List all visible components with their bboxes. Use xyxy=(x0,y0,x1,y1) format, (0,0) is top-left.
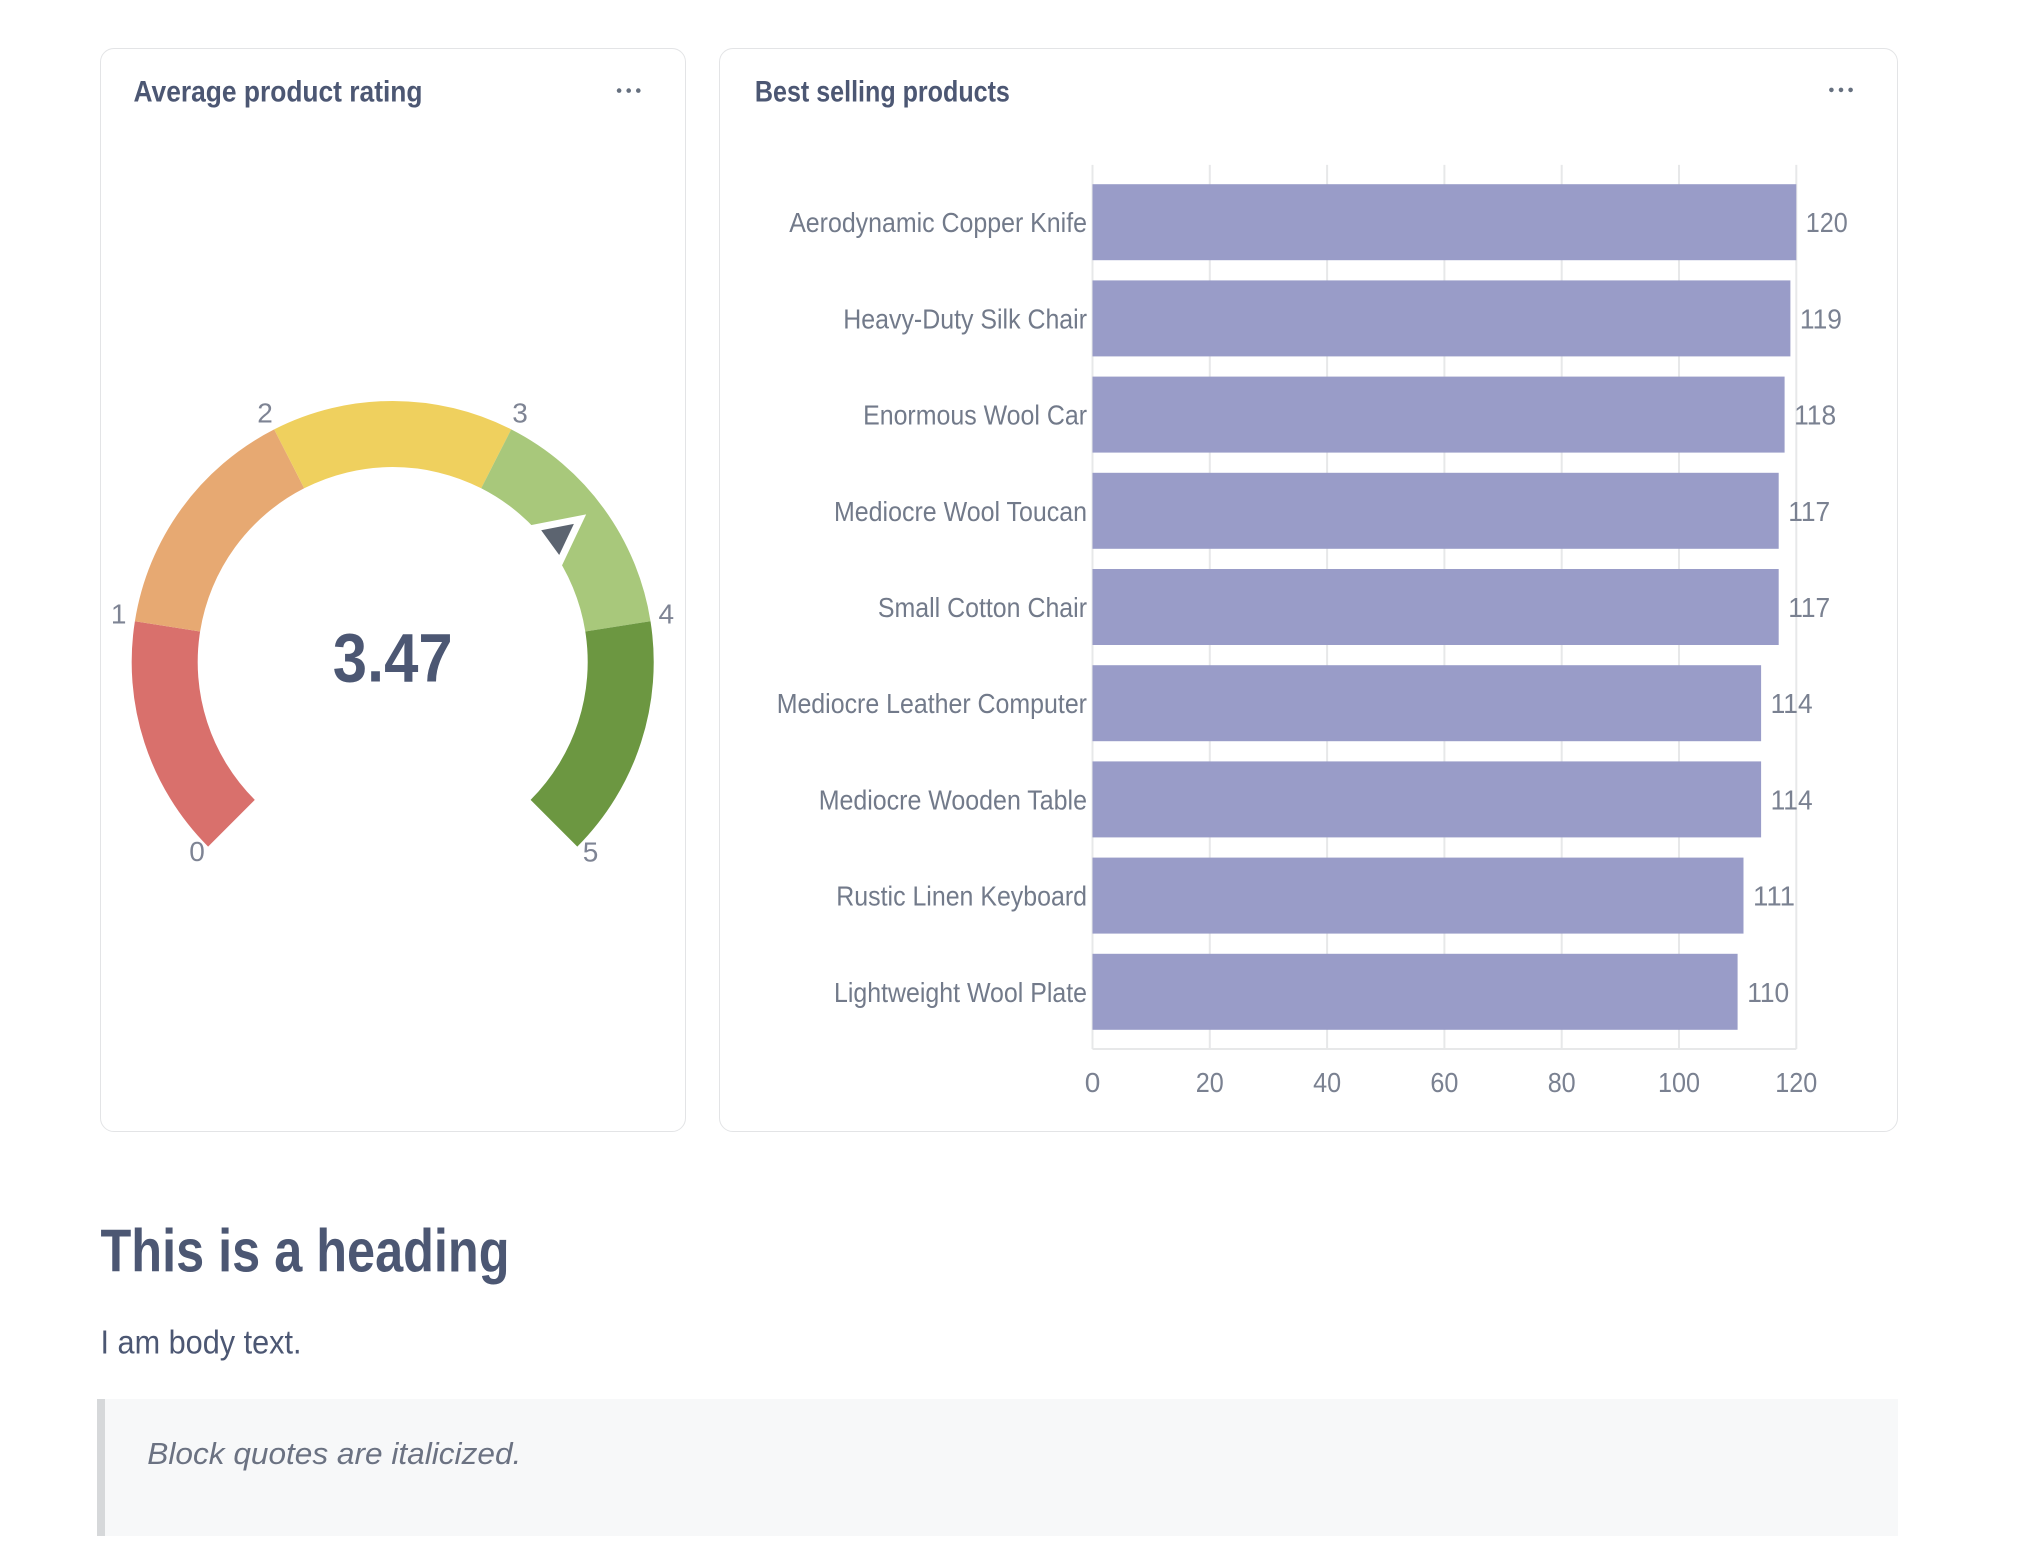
svg-text:This is a heading: This is a heading xyxy=(101,1217,510,1284)
svg-text:3: 3 xyxy=(512,398,528,429)
svg-text:120: 120 xyxy=(1775,1067,1817,1098)
svg-text:80: 80 xyxy=(1548,1067,1576,1098)
svg-text:Mediocre Wool Toucan: Mediocre Wool Toucan xyxy=(834,496,1087,527)
svg-text:Mediocre Wooden Table: Mediocre Wooden Table xyxy=(819,784,1087,815)
svg-text:Average product rating: Average product rating xyxy=(134,76,423,109)
svg-text:120: 120 xyxy=(1806,207,1848,238)
svg-text:110: 110 xyxy=(1747,977,1789,1008)
svg-text:119: 119 xyxy=(1800,303,1842,334)
svg-text:4: 4 xyxy=(659,599,675,630)
svg-text:Small Cotton Chair: Small Cotton Chair xyxy=(878,592,1087,623)
svg-text:Mediocre Leather Computer: Mediocre Leather Computer xyxy=(777,688,1087,719)
svg-text:1: 1 xyxy=(111,599,127,630)
svg-text:I am body text.: I am body text. xyxy=(101,1324,302,1361)
svg-text:Rustic Linen Keyboard: Rustic Linen Keyboard xyxy=(836,881,1087,912)
svg-text:5: 5 xyxy=(583,837,599,868)
svg-text:117: 117 xyxy=(1788,496,1830,527)
svg-text:Enormous Wool Car: Enormous Wool Car xyxy=(863,400,1087,431)
svg-text:20: 20 xyxy=(1196,1067,1224,1098)
svg-text:0: 0 xyxy=(1085,1067,1101,1098)
svg-text:114: 114 xyxy=(1771,688,1813,719)
svg-text:60: 60 xyxy=(1430,1067,1458,1098)
svg-text:Best selling products: Best selling products xyxy=(755,76,1010,109)
svg-text:Heavy-Duty Silk Chair: Heavy-Duty Silk Chair xyxy=(843,303,1087,334)
svg-text:3.47: 3.47 xyxy=(333,619,453,696)
svg-text:40: 40 xyxy=(1313,1067,1341,1098)
svg-text:0: 0 xyxy=(189,836,205,867)
svg-text:Aerodynamic Copper Knife: Aerodynamic Copper Knife xyxy=(789,207,1087,238)
svg-text:2: 2 xyxy=(257,398,273,429)
svg-text:Block quotes are italicized.: Block quotes are italicized. xyxy=(147,1436,521,1471)
svg-text:111: 111 xyxy=(1753,881,1795,912)
svg-text:114: 114 xyxy=(1771,784,1813,815)
svg-text:100: 100 xyxy=(1658,1067,1700,1098)
svg-text:118: 118 xyxy=(1794,400,1836,431)
svg-text:117: 117 xyxy=(1788,592,1830,623)
svg-text:Lightweight Wool Plate: Lightweight Wool Plate xyxy=(834,977,1087,1008)
